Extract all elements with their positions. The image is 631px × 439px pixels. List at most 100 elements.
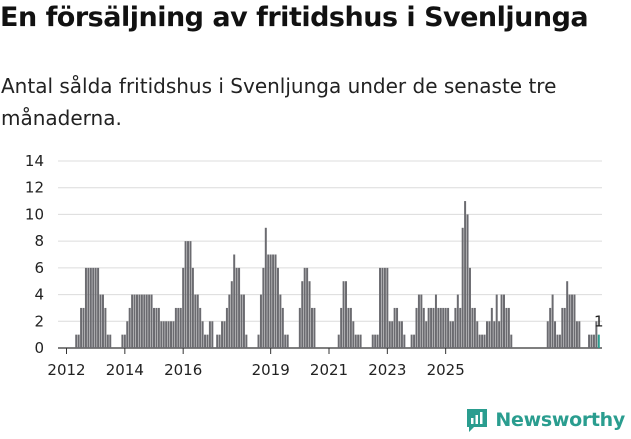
highlight-bar	[597, 334, 600, 348]
bar	[444, 307, 447, 348]
y-tick-label: 14	[25, 152, 44, 170]
bar	[143, 294, 146, 348]
bar	[157, 307, 160, 348]
bar	[391, 321, 394, 348]
bar	[439, 307, 442, 348]
bar	[104, 307, 107, 348]
bar	[490, 307, 493, 348]
bar	[99, 294, 102, 348]
bar	[396, 307, 399, 348]
bar	[89, 267, 92, 348]
bar	[505, 307, 508, 348]
x-tick-label: 2012	[47, 361, 85, 379]
bar	[133, 294, 136, 348]
bar	[454, 307, 457, 348]
bar	[447, 307, 450, 348]
bar	[398, 321, 401, 348]
bar	[483, 334, 486, 348]
bar	[403, 334, 406, 348]
bar	[466, 214, 469, 348]
bar-chart: 0 2 4 6 8 10 12 14 1 2012 2014 2016 2019 2021 2023 2025	[25, 152, 604, 379]
bar	[393, 307, 396, 348]
bar	[272, 254, 275, 348]
bar	[556, 334, 559, 348]
bar	[131, 294, 134, 348]
y-tick-label: 8	[34, 232, 44, 250]
bar	[590, 334, 593, 348]
bar	[172, 321, 175, 348]
bar	[451, 321, 454, 348]
bar	[126, 321, 129, 348]
y-tick-label: 10	[25, 205, 44, 223]
bar	[571, 294, 574, 348]
bar	[417, 294, 420, 348]
bar	[148, 294, 151, 348]
chart-subtitle: Antal sålda fritidshus i Svenljunga unde…	[1, 74, 557, 130]
bar	[123, 334, 126, 348]
bar	[281, 307, 284, 348]
bar	[485, 321, 488, 348]
bar	[196, 294, 199, 348]
bar	[92, 267, 95, 348]
bar	[434, 294, 437, 348]
bar	[573, 294, 576, 348]
bar	[135, 294, 138, 348]
y-tick-label: 2	[34, 312, 44, 330]
bar	[179, 307, 182, 348]
bar	[352, 321, 355, 348]
bar	[478, 334, 481, 348]
bar	[430, 307, 433, 348]
x-tick-label: 2016	[164, 361, 202, 379]
brand-name: Newsworthy	[495, 409, 625, 431]
bar	[306, 267, 309, 348]
bar	[337, 334, 340, 348]
bar	[97, 267, 100, 348]
bar	[160, 321, 163, 348]
bar	[240, 294, 243, 348]
bar	[276, 267, 279, 348]
bar	[218, 334, 221, 348]
bar	[481, 334, 484, 348]
bar	[442, 307, 445, 348]
bar	[267, 254, 270, 348]
bar	[561, 307, 564, 348]
bar	[189, 241, 192, 348]
bar	[437, 307, 440, 348]
bar	[194, 294, 197, 348]
bar	[575, 321, 578, 348]
bar	[376, 334, 379, 348]
bar	[359, 334, 362, 348]
newsworthy-logo-icon	[467, 409, 488, 432]
bar	[84, 267, 87, 348]
x-tick-label: 2021	[310, 361, 348, 379]
bar	[216, 334, 219, 348]
bar	[230, 281, 233, 348]
bar	[432, 307, 435, 348]
bar	[138, 294, 141, 348]
bar	[386, 267, 389, 348]
bar	[167, 321, 170, 348]
bar	[345, 281, 348, 348]
y-tick-label: 4	[34, 286, 44, 304]
bar	[400, 321, 403, 348]
bar	[228, 294, 231, 348]
bar	[87, 267, 90, 348]
bar	[165, 321, 168, 348]
bar	[568, 294, 571, 348]
bar	[101, 294, 104, 348]
y-tick-label: 12	[25, 179, 44, 197]
bar	[145, 294, 148, 348]
bar	[75, 334, 78, 348]
bar	[177, 307, 180, 348]
bar	[235, 267, 238, 348]
newsworthy-brand[interactable]: Newsworthy	[465, 407, 625, 433]
bar	[191, 267, 194, 348]
bar	[182, 267, 185, 348]
bar	[221, 321, 224, 348]
bar	[238, 267, 241, 348]
x-tick-label: 2014	[106, 361, 144, 379]
bar	[488, 321, 491, 348]
bar	[201, 321, 204, 348]
bar	[507, 307, 510, 348]
bar	[554, 321, 557, 348]
